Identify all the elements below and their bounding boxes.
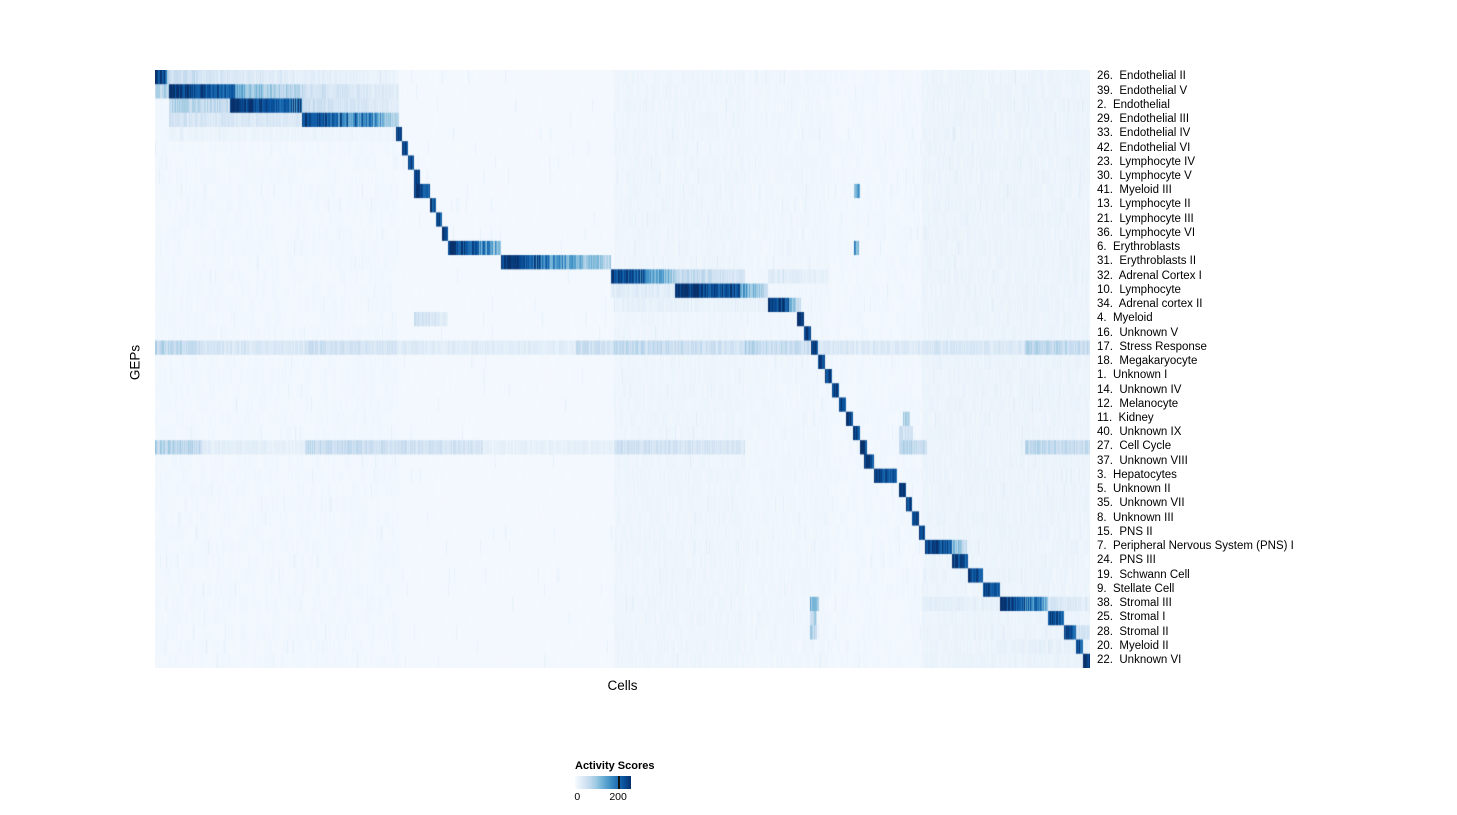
gep-row-label: 16. Unknown V (1097, 326, 1179, 339)
gep-row-label: 17. Stress Response (1097, 340, 1207, 353)
legend-gradient-bar (575, 776, 631, 789)
gep-row-label: 34. Adrenal cortex II (1097, 298, 1203, 311)
gep-row-label: 27. Cell Cycle (1097, 440, 1172, 453)
x-axis-label: Cells (607, 678, 638, 693)
gep-row-label: 36. Lymphocyte VI (1097, 226, 1196, 239)
gep-row-label: 14. Unknown IV (1097, 383, 1182, 396)
gep-row-label: 39. Endothelial V (1097, 84, 1188, 97)
gep-row-label: 29. Endothelial III (1097, 113, 1190, 126)
heatmap-canvas (155, 70, 1090, 668)
gep-row-label: 8. Unknown III (1097, 511, 1174, 524)
legend-tick-mark (618, 776, 620, 789)
gep-row-label: 3. Hepatocytes (1097, 468, 1177, 481)
gep-row-label: 25. Stromal I (1097, 611, 1166, 624)
gep-row-label: 2. Endothelial (1097, 98, 1170, 111)
gep-row-label: 12. Melanocyte (1097, 397, 1179, 410)
gep-row-label: 7. Peripheral Nervous System (PNS) I (1097, 540, 1294, 553)
gep-row-label: 24. PNS III (1097, 554, 1156, 567)
gep-row-label: 31. Erythroblasts II (1097, 255, 1197, 268)
gep-row-label: 9. Stellate Cell (1097, 582, 1175, 595)
y-axis-label: GEPs (127, 344, 143, 381)
gep-row-labels: 26. Endothelial II 39. Endothelial V 2. En… (1097, 70, 1457, 668)
gep-row-label: 19. Schwann Cell (1097, 568, 1190, 581)
gep-row-label: 38. Stromal III (1097, 597, 1172, 610)
gep-row-label: 32. Adrenal Cortex I (1097, 269, 1202, 282)
gep-row-label: 41. Myeloid III (1097, 184, 1172, 197)
gep-row-label: 21. Lymphocyte III (1097, 212, 1194, 225)
gep-row-label: 26. Endothelial II (1097, 70, 1186, 83)
gep-row-label: 23. Lymphocyte IV (1097, 155, 1196, 168)
gep-row-label: 5. Unknown II (1097, 483, 1171, 496)
gep-row-label: 4. Myeloid (1097, 312, 1153, 325)
legend-tick-labels: 0 200 (574, 791, 631, 805)
gep-row-label: 1. Unknown I (1097, 369, 1168, 382)
gep-row-label: 18. Megakaryocyte (1097, 355, 1198, 368)
legend-tick-label: 200 (609, 791, 627, 803)
legend-tick-label: 0 (574, 791, 581, 803)
gep-row-label: 13. Lymphocyte II (1097, 198, 1191, 211)
gep-row-label: 15. PNS II (1097, 525, 1153, 538)
gep-row-label: 28. Stromal II (1097, 625, 1169, 638)
gep-row-label: 40. Unknown IX (1097, 426, 1182, 439)
gep-row-label: 42. Endothelial VI (1097, 141, 1191, 154)
gep-row-label: 11. Kidney (1097, 411, 1154, 424)
gep-row-label: 6. Erythroblasts (1097, 241, 1181, 254)
gep-row-label: 35. Unknown VII (1097, 497, 1185, 510)
gep-row-label: 10. Lymphocyte (1097, 283, 1181, 296)
colorbar-legend: Activity Scores 0 200 (574, 760, 715, 805)
gep-row-label: 37. Unknown VIII (1097, 454, 1188, 467)
gep-row-label: 22. Unknown VI (1097, 653, 1182, 666)
gep-row-label: 30. Lymphocyte V (1097, 170, 1192, 182)
gep-row-label: 20. Myeloid II (1097, 639, 1169, 652)
gep-row-label: 33. Endothelial IV (1097, 127, 1191, 140)
legend-title: Activity Scores (575, 760, 655, 772)
